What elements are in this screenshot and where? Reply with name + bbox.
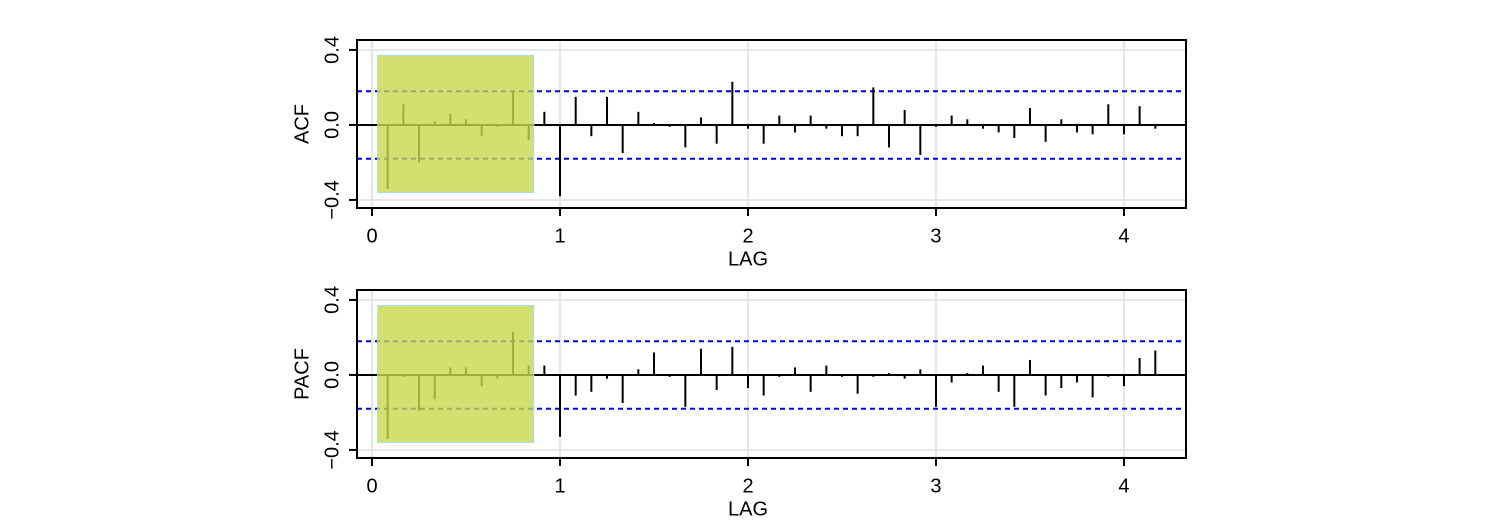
y-tick-label: 0.4 — [321, 286, 343, 314]
highlight — [377, 55, 535, 193]
x-tick-label: 1 — [554, 225, 565, 247]
highlight — [377, 305, 535, 443]
x-tick-label: 2 — [742, 475, 753, 497]
y-tick-label: 0.0 — [321, 111, 343, 139]
x-axis-label: LAG — [728, 498, 768, 520]
y-tick-label: −0.4 — [321, 180, 343, 219]
x-tick-label: 3 — [930, 225, 941, 247]
x-axis-label: LAG — [728, 248, 768, 270]
x-tick-label: 0 — [366, 225, 377, 247]
plot-frame — [356, 289, 1187, 459]
y-tick-label: 0.4 — [321, 36, 343, 64]
y-tick-label: 0.0 — [321, 361, 343, 389]
y-tick-label: −0.4 — [321, 430, 343, 469]
plot-frame — [356, 39, 1187, 209]
x-tick-label: 4 — [1118, 475, 1129, 497]
x-tick-label: 3 — [930, 475, 941, 497]
y-axis-label: PACF — [291, 348, 313, 400]
y-axis-label: ACF — [291, 104, 313, 144]
x-tick-label: 4 — [1118, 225, 1129, 247]
x-tick-label: 1 — [554, 475, 565, 497]
x-tick-label: 0 — [366, 475, 377, 497]
x-tick-label: 2 — [742, 225, 753, 247]
